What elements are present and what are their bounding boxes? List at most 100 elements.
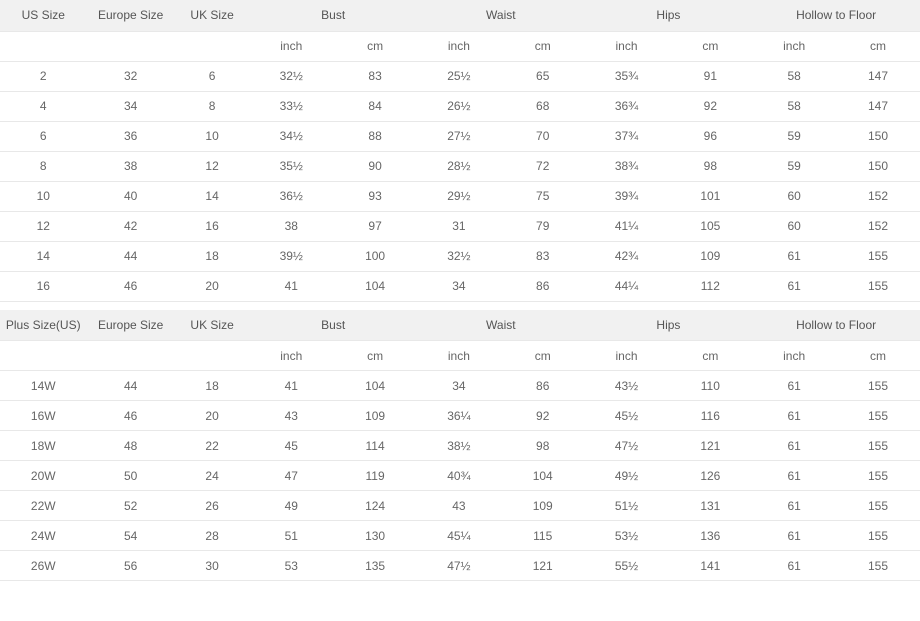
col-hips: Hips [585, 0, 753, 31]
cell: 97 [333, 211, 417, 241]
cell: 38 [249, 211, 333, 241]
col-us-size: US Size [0, 0, 86, 31]
sub-cm: cm [836, 31, 920, 61]
cell: 104 [333, 371, 417, 401]
cell: 92 [668, 91, 752, 121]
col-bust: Bust [249, 310, 417, 341]
cell: 41 [249, 271, 333, 301]
cell: 26½ [417, 91, 501, 121]
cell: 115 [501, 521, 585, 551]
cell: 58 [752, 61, 836, 91]
cell: 36¾ [585, 91, 669, 121]
cell: 109 [333, 401, 417, 431]
cell: 32½ [249, 61, 333, 91]
cell: 155 [836, 431, 920, 461]
cell: 26 [175, 491, 250, 521]
cell: 93 [333, 181, 417, 211]
cell: 104 [333, 271, 417, 301]
sub-inch: inch [585, 341, 669, 371]
cell: 35¾ [585, 61, 669, 91]
cell: 61 [752, 401, 836, 431]
sub-blank [175, 341, 250, 371]
cell: 6 [0, 121, 86, 151]
cell: 61 [752, 551, 836, 581]
header-row: US Size Europe Size UK Size Bust Waist H… [0, 0, 920, 31]
sub-cm: cm [333, 341, 417, 371]
cell: 121 [501, 551, 585, 581]
table-row: 434833½8426½6836¾9258147 [0, 91, 920, 121]
cell: 45½ [585, 401, 669, 431]
table-row: 10401436½9329½7539¾10160152 [0, 181, 920, 211]
cell: 155 [836, 491, 920, 521]
cell: 75 [501, 181, 585, 211]
col-hollow: Hollow to Floor [752, 310, 920, 341]
sub-inch: inch [249, 31, 333, 61]
cell: 114 [333, 431, 417, 461]
table-row: 18W48224511438½9847½12161155 [0, 431, 920, 461]
table-row: 24W54285113045¼11553½13661155 [0, 521, 920, 551]
cell: 37¾ [585, 121, 669, 151]
cell: 61 [752, 491, 836, 521]
cell: 84 [333, 91, 417, 121]
cell: 2 [0, 61, 86, 91]
sub-inch: inch [417, 31, 501, 61]
cell: 130 [333, 521, 417, 551]
sub-inch: inch [585, 31, 669, 61]
cell: 42¾ [585, 241, 669, 271]
cell: 18 [175, 241, 250, 271]
cell: 36¼ [417, 401, 501, 431]
cell: 14W [0, 371, 86, 401]
sub-cm: cm [501, 31, 585, 61]
cell: 28½ [417, 151, 501, 181]
cell: 59 [752, 151, 836, 181]
sub-cm: cm [333, 31, 417, 61]
cell: 20W [0, 461, 86, 491]
cell: 61 [752, 431, 836, 461]
header-row: Plus Size(US) Europe Size UK Size Bust W… [0, 310, 920, 341]
cell: 60 [752, 211, 836, 241]
cell: 131 [668, 491, 752, 521]
cell: 47½ [585, 431, 669, 461]
cell: 10 [175, 121, 250, 151]
cell: 34 [417, 271, 501, 301]
cell: 45¼ [417, 521, 501, 551]
cell: 40 [86, 181, 174, 211]
cell: 152 [836, 211, 920, 241]
cell: 38¾ [585, 151, 669, 181]
cell: 53½ [585, 521, 669, 551]
cell: 39½ [249, 241, 333, 271]
cell: 12 [175, 151, 250, 181]
sub-inch: inch [417, 341, 501, 371]
cell: 38½ [417, 431, 501, 461]
cell: 44 [86, 371, 174, 401]
cell: 155 [836, 271, 920, 301]
col-uk-size: UK Size [175, 310, 250, 341]
table-row: 232632½8325½6535¾9158147 [0, 61, 920, 91]
cell: 155 [836, 521, 920, 551]
cell: 155 [836, 461, 920, 491]
cell: 31 [417, 211, 501, 241]
col-hollow: Hollow to Floor [752, 0, 920, 31]
cell: 41 [249, 371, 333, 401]
cell: 96 [668, 121, 752, 151]
cell: 49½ [585, 461, 669, 491]
cell: 8 [175, 91, 250, 121]
col-waist: Waist [417, 310, 585, 341]
cell: 20 [175, 271, 250, 301]
cell: 101 [668, 181, 752, 211]
cell: 61 [752, 371, 836, 401]
cell: 65 [501, 61, 585, 91]
sub-inch: inch [249, 341, 333, 371]
cell: 16 [175, 211, 250, 241]
table-row: 22W5226491244310951½13161155 [0, 491, 920, 521]
cell: 92 [501, 401, 585, 431]
cell: 109 [668, 241, 752, 271]
col-plus-size: Plus Size(US) [0, 310, 86, 341]
cell: 18W [0, 431, 86, 461]
cell: 90 [333, 151, 417, 181]
cell: 155 [836, 551, 920, 581]
cell: 16W [0, 401, 86, 431]
cell: 150 [836, 121, 920, 151]
table-row: 1242163897317941¼10560152 [0, 211, 920, 241]
table-row: 14441839½10032½8342¾10961155 [0, 241, 920, 271]
